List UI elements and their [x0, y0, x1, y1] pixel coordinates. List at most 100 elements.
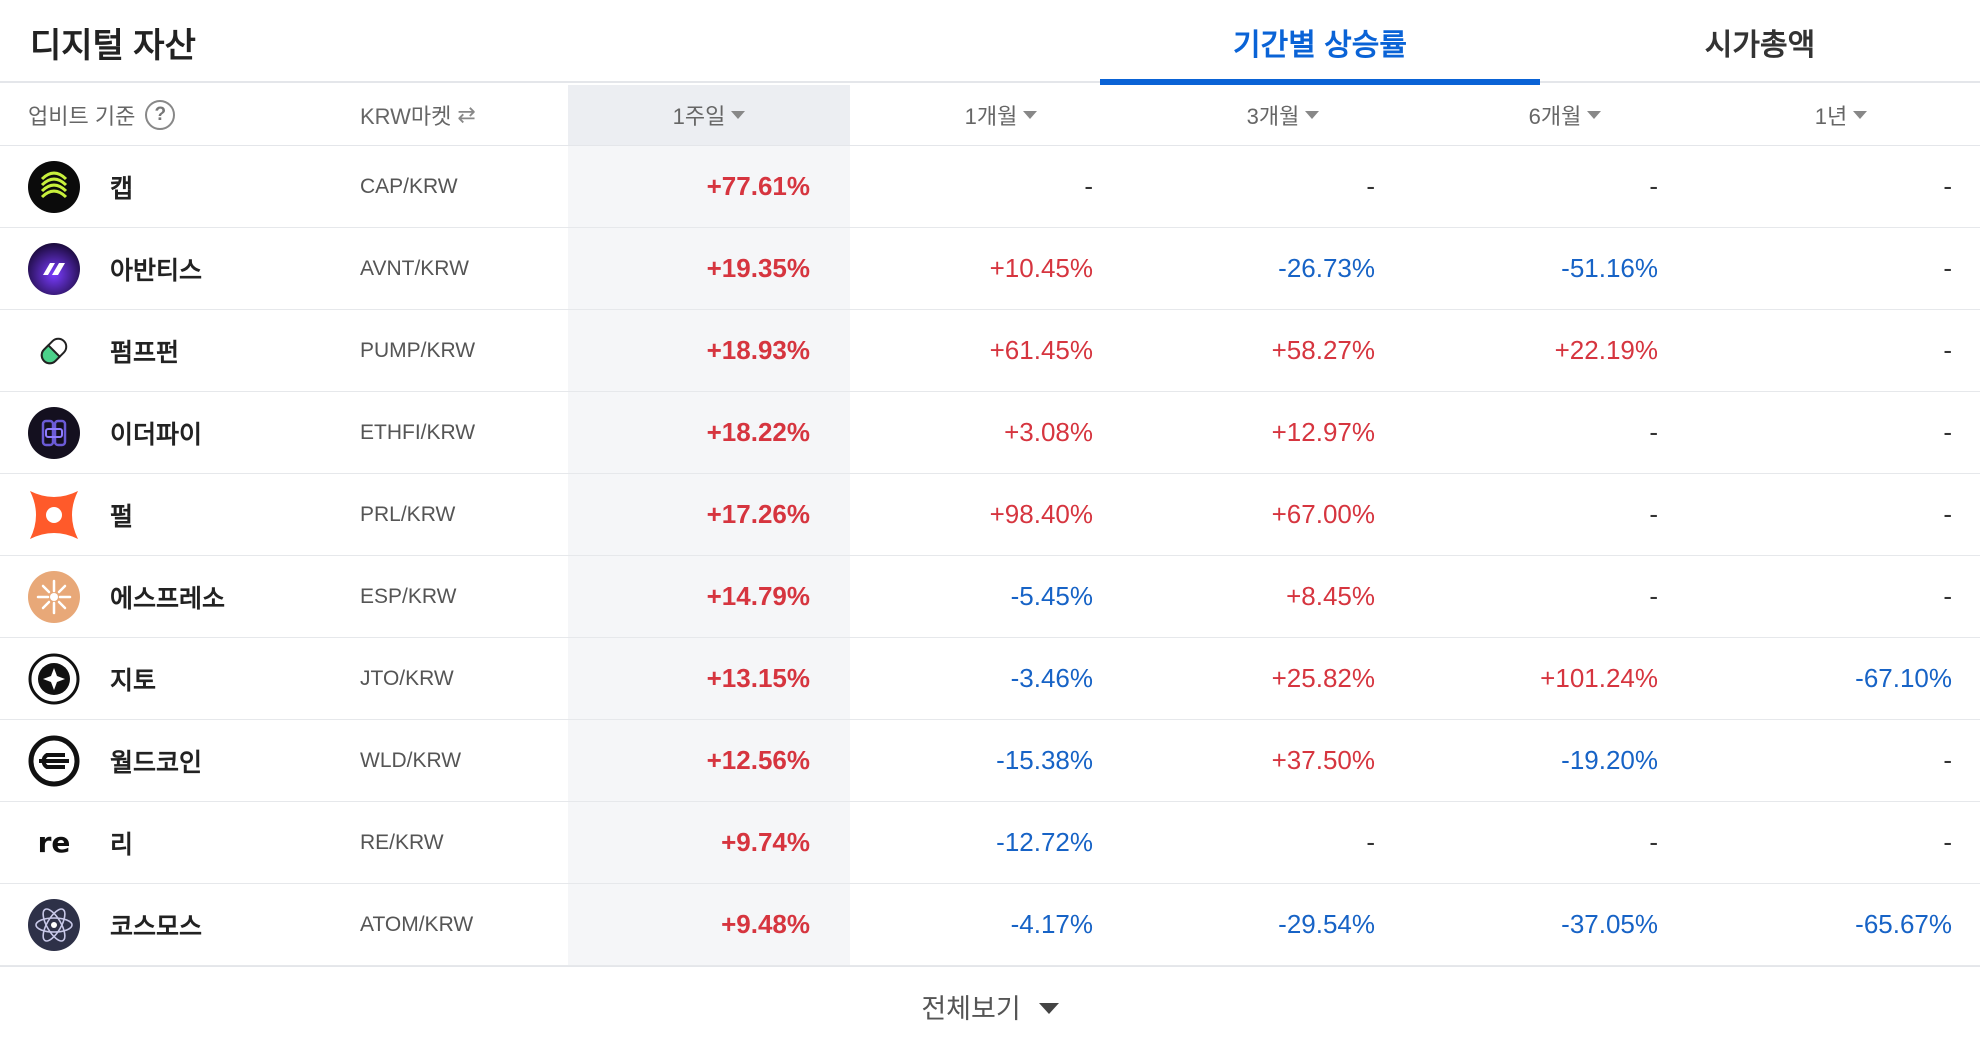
asset-name[interactable]: 캡: [110, 174, 134, 203]
change-3month: +8.45%: [1286, 581, 1375, 611]
change-1year: -: [1943, 171, 1952, 201]
tab-period-gain[interactable]: 기간별 상승률: [1100, 0, 1540, 85]
table-row[interactable]: 지토 JTO/KRW +13.15% -3.46% +25.82% +101.24% -67…: [0, 638, 1980, 720]
trading-pair: PRL/KRW: [360, 502, 456, 526]
re-icon: re: [28, 802, 80, 883]
change-1month: +98.40%: [989, 499, 1093, 529]
caret-down-icon: [731, 111, 746, 119]
change-1year: -: [1943, 827, 1952, 857]
change-1year: -: [1943, 253, 1952, 283]
asset-name[interactable]: 코스모스: [110, 912, 203, 941]
asset-name[interactable]: 지토: [110, 666, 157, 695]
change-6month: -: [1649, 171, 1658, 201]
change-1week: +9.48%: [721, 909, 810, 939]
change-1week: +9.74%: [721, 827, 810, 857]
view-all-label: 전체보기: [921, 994, 1021, 1024]
change-3month: -: [1366, 827, 1375, 857]
tab-market-cap[interactable]: 시가총액: [1704, 28, 1816, 62]
change-6month: +22.19%: [1554, 335, 1658, 365]
sort-label: 1주일: [672, 104, 726, 129]
change-1year: -: [1943, 581, 1952, 611]
change-1year: -: [1943, 335, 1952, 365]
basis-header: 업비트 기준 ?: [28, 85, 176, 145]
change-6month: +101.24%: [1540, 663, 1658, 693]
sort-6month-header[interactable]: 6개월: [1424, 85, 1706, 145]
table-row[interactable]: 에스프레소 ESP/KRW +14.79% -5.45% +8.45% - -: [0, 556, 1980, 638]
caret-down-icon: [1587, 111, 1602, 119]
change-1year: -: [1943, 417, 1952, 447]
etherfi-icon: [28, 392, 80, 473]
trading-pair: CAP/KRW: [360, 174, 458, 198]
view-all-button[interactable]: 전체보기: [0, 966, 1980, 1046]
change-1week: +18.22%: [706, 417, 810, 447]
change-1week: +13.15%: [706, 663, 810, 693]
jito-icon: [28, 638, 80, 719]
page-title: 디지털 자산: [30, 27, 196, 65]
change-3month: +12.97%: [1271, 417, 1375, 447]
change-1month: -3.46%: [1010, 663, 1093, 693]
change-1week: +18.93%: [706, 335, 810, 365]
market-toggle[interactable]: KRW마켓 ⇄: [360, 85, 476, 145]
table-row[interactable]: 월드코인 WLD/KRW +12.56% -15.38% +37.50% -19.20% -: [0, 720, 1980, 802]
sort-1year-header[interactable]: 1년: [1700, 85, 1980, 145]
change-3month: -29.54%: [1278, 909, 1375, 939]
change-1month: +3.08%: [1004, 417, 1093, 447]
change-1month: -12.72%: [996, 827, 1093, 857]
trading-pair: WLD/KRW: [360, 748, 462, 772]
sort-label: 3개월: [1246, 104, 1300, 129]
trading-pair: JTO/KRW: [360, 666, 454, 690]
help-icon[interactable]: ?: [145, 100, 176, 130]
table-row[interactable]: 펌프펀 PUMP/KRW +18.93% +61.45% +58.27% +22.19% -: [0, 310, 1980, 392]
asset-name[interactable]: 펌프펀: [110, 338, 180, 367]
change-6month: -: [1649, 499, 1658, 529]
caret-down-icon: [1853, 111, 1868, 119]
change-3month: +25.82%: [1271, 663, 1375, 693]
table-row[interactable]: 이더파이 ETHFI/KRW +18.22% +3.08% +12.97% - -: [0, 392, 1980, 474]
change-1week: +17.26%: [706, 499, 810, 529]
change-3month: -: [1366, 171, 1375, 201]
change-1year: -65.67%: [1855, 909, 1952, 939]
table-row[interactable]: re 리 RE/KRW +9.74% -12.72% - - -: [0, 802, 1980, 884]
avantis-icon: [28, 228, 80, 309]
swap-icon: ⇄: [457, 102, 476, 127]
asset-name[interactable]: 아반티스: [110, 256, 203, 285]
trading-pair: RE/KRW: [360, 830, 444, 854]
change-6month: -: [1649, 417, 1658, 447]
change-6month: -: [1649, 581, 1658, 611]
trading-pair: ESP/KRW: [360, 584, 457, 608]
change-6month: -: [1649, 827, 1658, 857]
asset-name[interactable]: 이더파이: [110, 420, 203, 449]
sort-1month-header[interactable]: 1개월: [860, 85, 1142, 145]
change-1month: -5.45%: [1010, 581, 1093, 611]
basis-label: 업비트 기준: [28, 104, 136, 129]
sort-label: 1년: [1814, 104, 1848, 129]
asset-name[interactable]: 펄: [110, 502, 134, 531]
change-1week: +77.61%: [706, 171, 810, 201]
espresso-icon: [28, 556, 80, 637]
asset-name[interactable]: 에스프레소: [110, 584, 226, 613]
chevron-down-icon: [1038, 1003, 1059, 1014]
change-1week: +19.35%: [706, 253, 810, 283]
change-3month: -26.73%: [1278, 253, 1375, 283]
change-6month: -51.16%: [1561, 253, 1658, 283]
table-row[interactable]: 캡 CAP/KRW +77.61% - - - -: [0, 146, 1980, 228]
table-row[interactable]: 코스모스 ATOM/KRW +9.48% -4.17% -29.54% -37.05% -6…: [0, 884, 1980, 966]
trading-pair: ETHFI/KRW: [360, 420, 476, 444]
table-row[interactable]: 펄 PRL/KRW +17.26% +98.40% +67.00% - -: [0, 474, 1980, 556]
trading-pair: PUMP/KRW: [360, 338, 476, 362]
asset-name[interactable]: 리: [110, 830, 134, 859]
caret-down-icon: [1023, 111, 1038, 119]
change-1year: -67.10%: [1855, 663, 1952, 693]
perle-icon: [28, 474, 80, 555]
table-row[interactable]: 아반티스 AVNT/KRW +19.35% +10.45% -26.73% -51.16%…: [0, 228, 1980, 310]
trading-pair: ATOM/KRW: [360, 912, 474, 936]
change-1week: +14.79%: [706, 581, 810, 611]
change-1month: -15.38%: [996, 745, 1093, 775]
change-1year: -: [1943, 499, 1952, 529]
asset-name[interactable]: 월드코인: [110, 748, 203, 777]
sort-1week-header[interactable]: 1주일: [568, 85, 850, 145]
sort-3month-header[interactable]: 3개월: [1142, 85, 1424, 145]
top-bar: 디지털 자산 기간별 상승률 시가총액: [0, 0, 1980, 85]
change-3month: +58.27%: [1271, 335, 1375, 365]
sorted-column-shade: [568, 85, 850, 965]
